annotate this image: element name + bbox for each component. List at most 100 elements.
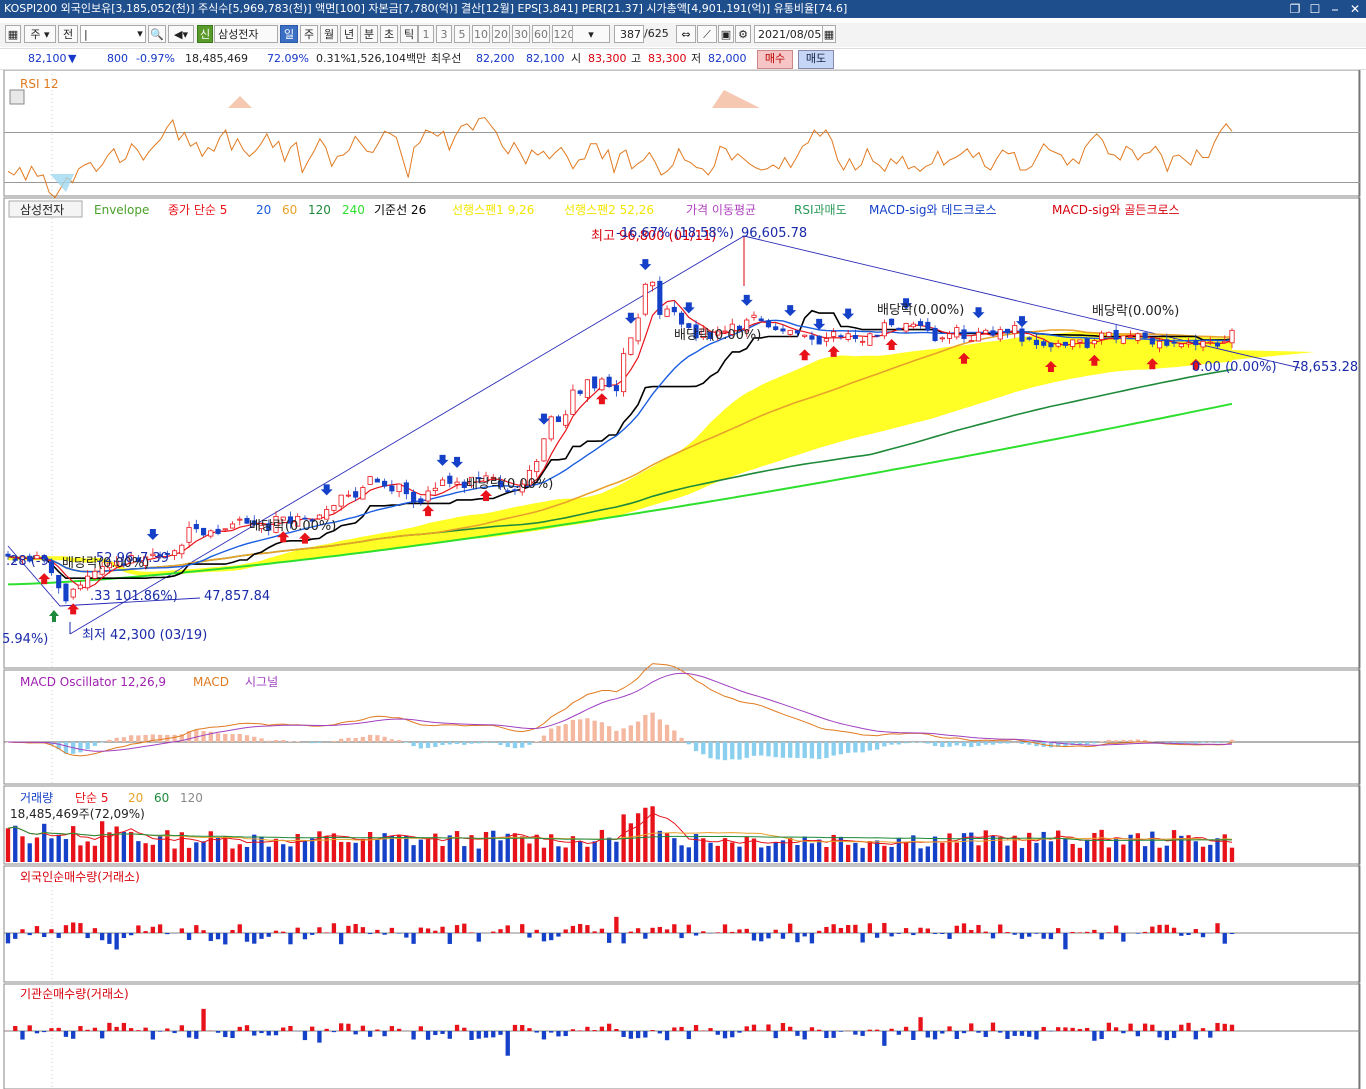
volume-bar-24 xyxy=(179,832,184,862)
interval-button-6[interactable]: 60 xyxy=(532,25,550,43)
institution-bar-27 xyxy=(201,1008,206,1031)
foreign-bar-43 xyxy=(317,927,322,933)
period-button-2[interactable]: 월 xyxy=(320,25,338,43)
candle-body-68 xyxy=(497,480,504,488)
interval-button-0[interactable]: 1 xyxy=(418,25,434,43)
institution-bar-108 xyxy=(788,1026,793,1031)
stock-chart[interactable]: RSI 12 MACD Oscillator 12,26,9 MACD 시그널 … xyxy=(0,70,1366,1089)
dead-cross-arrow-5 xyxy=(624,312,637,324)
maximize-icon[interactable]: ☐ xyxy=(1309,2,1321,16)
interval-button-5[interactable]: 30 xyxy=(512,25,530,43)
macd-osc-bar-31 xyxy=(230,734,235,742)
period-button-4[interactable]: 분 xyxy=(360,25,378,43)
macd-osc-bar-88 xyxy=(643,714,648,742)
foreign-bar-14 xyxy=(107,933,112,944)
macd-osc-bar-101 xyxy=(737,742,742,760)
candle-body-151 xyxy=(1099,332,1105,340)
candle-body-145 xyxy=(1055,342,1061,347)
view-count-input[interactable]: 387 xyxy=(614,25,644,43)
period-button-5[interactable]: 초 xyxy=(380,25,398,43)
candle-body-127 xyxy=(925,321,931,331)
volume-value: 18,485,469 xyxy=(185,52,248,65)
foreign-bar-1 xyxy=(13,933,18,939)
prev-market-select[interactable]: 전 xyxy=(58,25,78,43)
gear-icon[interactable]: ⚙ xyxy=(735,25,751,43)
volume-bar-50 xyxy=(367,831,373,862)
macd-osc-bar-38 xyxy=(281,740,286,742)
period-button-0[interactable]: 일 xyxy=(280,25,298,43)
macd-osc-bar-18 xyxy=(136,735,141,742)
macd-osc-bar-25 xyxy=(186,731,192,742)
volume-bar-96 xyxy=(701,838,706,862)
institution-bar-8 xyxy=(63,1031,69,1037)
macd-osc-bar-160 xyxy=(1164,742,1169,744)
candle-body-50 xyxy=(367,476,373,485)
restore-icon[interactable]: ❐ xyxy=(1289,2,1301,16)
minimize-icon[interactable]: ⎯ xyxy=(1331,2,1338,16)
candle-body-40 xyxy=(295,516,301,527)
close-icon[interactable]: ✕ xyxy=(1349,2,1361,16)
sound-icon[interactable]: ◀▾ xyxy=(168,25,194,43)
zoom-icon[interactable]: ⇔ xyxy=(676,25,696,43)
candle-body-146 xyxy=(1062,341,1068,346)
period-button-1[interactable]: 주 xyxy=(300,25,318,43)
stock-name-field[interactable]: 삼성전자 xyxy=(214,25,278,43)
period-button-6[interactable]: 틱 xyxy=(400,25,418,43)
volume-bar-37 xyxy=(273,838,279,862)
volume-bar-141 xyxy=(1027,832,1032,862)
candle-body-106 xyxy=(773,326,779,331)
foreign-bar-141 xyxy=(1027,933,1032,937)
interval-button-3[interactable]: 10 xyxy=(472,25,490,43)
interval-button-7[interactable]: 120 xyxy=(552,25,576,43)
panel-frame-5 xyxy=(3,983,1361,1089)
buy-button[interactable]: 매수 xyxy=(757,50,793,69)
foreign-bar-32 xyxy=(237,924,242,933)
interval-custom-select[interactable]: ▾ xyxy=(572,25,610,43)
macd-osc-bar-33 xyxy=(244,735,250,742)
volume-bar-153 xyxy=(1113,838,1119,862)
institution-bar-124 xyxy=(903,1026,909,1031)
institution-bar-105 xyxy=(766,1024,771,1031)
interval-button-2[interactable]: 5 xyxy=(454,25,470,43)
candle-body-163 xyxy=(1185,342,1192,345)
volume-bar-38 xyxy=(281,844,286,862)
low-price: 82,000 xyxy=(708,52,747,65)
calendar-icon[interactable]: ▦ xyxy=(822,25,836,43)
panel-toggle-icon[interactable]: ▦ xyxy=(5,25,21,43)
macd-osc-bar-133 xyxy=(969,742,974,748)
golden-cross-arrow-5 xyxy=(480,490,493,502)
institution-bar-62 xyxy=(454,1024,460,1031)
trend-tool-icon[interactable]: ⟋ xyxy=(697,25,717,43)
macd-osc-bar-71 xyxy=(520,742,525,748)
candle-body-95 xyxy=(693,324,699,339)
candle-body-76 xyxy=(555,416,561,423)
candle-body-48 xyxy=(353,491,359,498)
macd-osc-bar-115 xyxy=(838,742,844,755)
rsi-panel xyxy=(4,89,1360,199)
candle-body-31 xyxy=(229,523,236,529)
interval-button-1[interactable]: 3 xyxy=(436,25,452,43)
volume-bar-139 xyxy=(1012,835,1017,862)
annotation-high-pct: -16.67% (18.58%) xyxy=(616,226,734,241)
save-icon[interactable]: ▣ xyxy=(718,25,734,43)
search-icon[interactable]: 🔍 xyxy=(148,25,166,43)
period-button-3[interactable]: 년 xyxy=(340,25,358,43)
foreign-bar-2 xyxy=(20,929,25,933)
foreign-bar-61 xyxy=(447,933,452,944)
sell-button[interactable]: 매도 xyxy=(798,50,834,69)
foreign-bar-33 xyxy=(244,933,250,942)
foreign-bar-69 xyxy=(505,925,510,933)
stock-code-input[interactable]: | xyxy=(80,25,146,43)
macd-osc-bar-58 xyxy=(425,742,431,748)
foreign-bar-118 xyxy=(860,933,865,943)
macd-osc-bar-21 xyxy=(157,734,163,742)
interval-button-4[interactable]: 20 xyxy=(492,25,510,43)
foreign-bar-116 xyxy=(845,925,851,933)
code-dropdown-icon[interactable]: ▾ xyxy=(137,27,143,40)
volume-bar-95 xyxy=(693,834,699,862)
institution-bar-166 xyxy=(1208,1031,1213,1038)
market-select[interactable]: 주 ▾ xyxy=(24,25,56,43)
foreign-bar-120 xyxy=(874,933,880,938)
golden-cross-arrow-9 xyxy=(885,338,898,350)
date-input[interactable]: 2021/08/05 xyxy=(754,25,824,43)
